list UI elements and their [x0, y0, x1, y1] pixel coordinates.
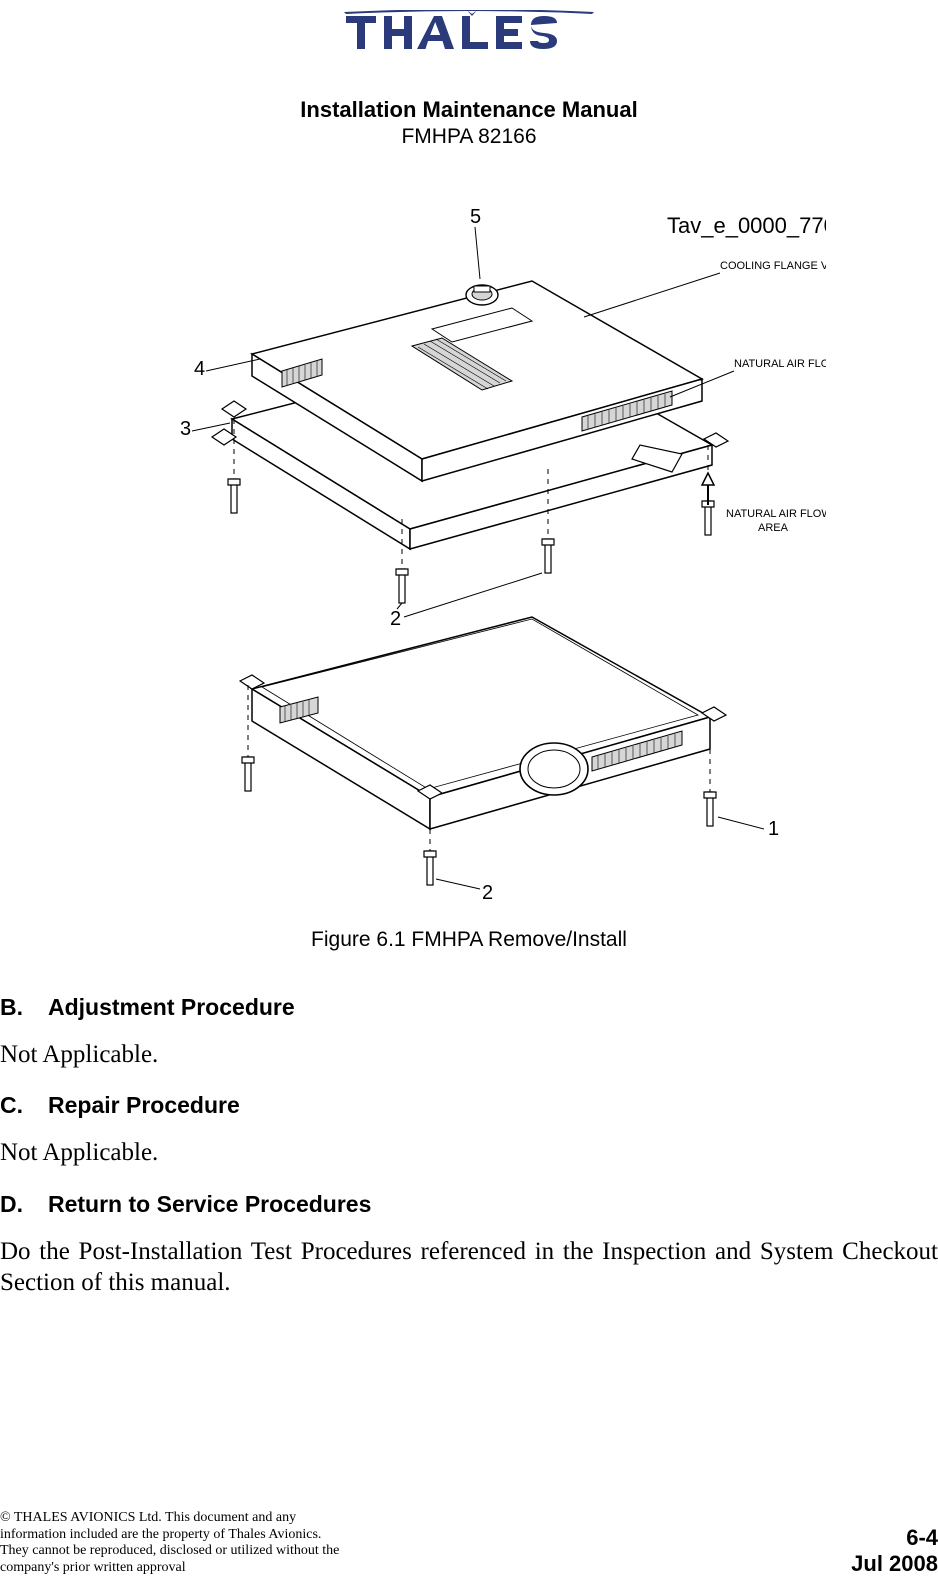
- callout-5: 5: [470, 209, 481, 228]
- doc-title: Installation Maintenance Manual: [0, 97, 938, 123]
- section-d-heading: D.Return to Service Procedures: [0, 1191, 938, 1218]
- figure-caption: Figure 6.1 FMHPA Remove/Install: [0, 928, 938, 952]
- page-number: 6-4: [851, 1525, 938, 1551]
- section-b-heading: B.Adjustment Procedure: [0, 994, 938, 1021]
- callout-4: 4: [194, 358, 205, 380]
- section-b-body: Not Applicable.: [0, 1039, 938, 1070]
- callout-2b: 2: [482, 882, 493, 901]
- page-date: Jul 2008: [851, 1551, 938, 1577]
- page-info: 6-4 Jul 2008: [851, 1525, 938, 1577]
- callout-1: 1: [768, 818, 779, 840]
- section-d-body: Do the Post-Installation Test Procedures…: [0, 1236, 938, 1299]
- figure-diagram: Tav_e_0000_770_00: [112, 209, 826, 906]
- airflow-area-label-2: AREA: [758, 522, 789, 534]
- airflow-area-label-1: NATURAL AIR FLOW: [726, 508, 826, 520]
- callout-3: 3: [180, 418, 191, 440]
- cooling-label: COOLING FLANGE VOLUME: [720, 260, 826, 272]
- doc-code: FMHPA 82166: [0, 125, 938, 149]
- copyright-block: © THALES AVIONICS Ltd. This document and…: [0, 1510, 339, 1577]
- section-c-heading: C.Repair Procedure: [0, 1092, 938, 1119]
- section-c-body: Not Applicable.: [0, 1137, 938, 1168]
- airflow-label: NATURAL AIR FLOW: [734, 358, 826, 370]
- figure-ref: Tav_e_0000_770_00: [667, 213, 826, 238]
- callout-2: 2: [390, 608, 401, 630]
- brand-logo: [0, 0, 938, 59]
